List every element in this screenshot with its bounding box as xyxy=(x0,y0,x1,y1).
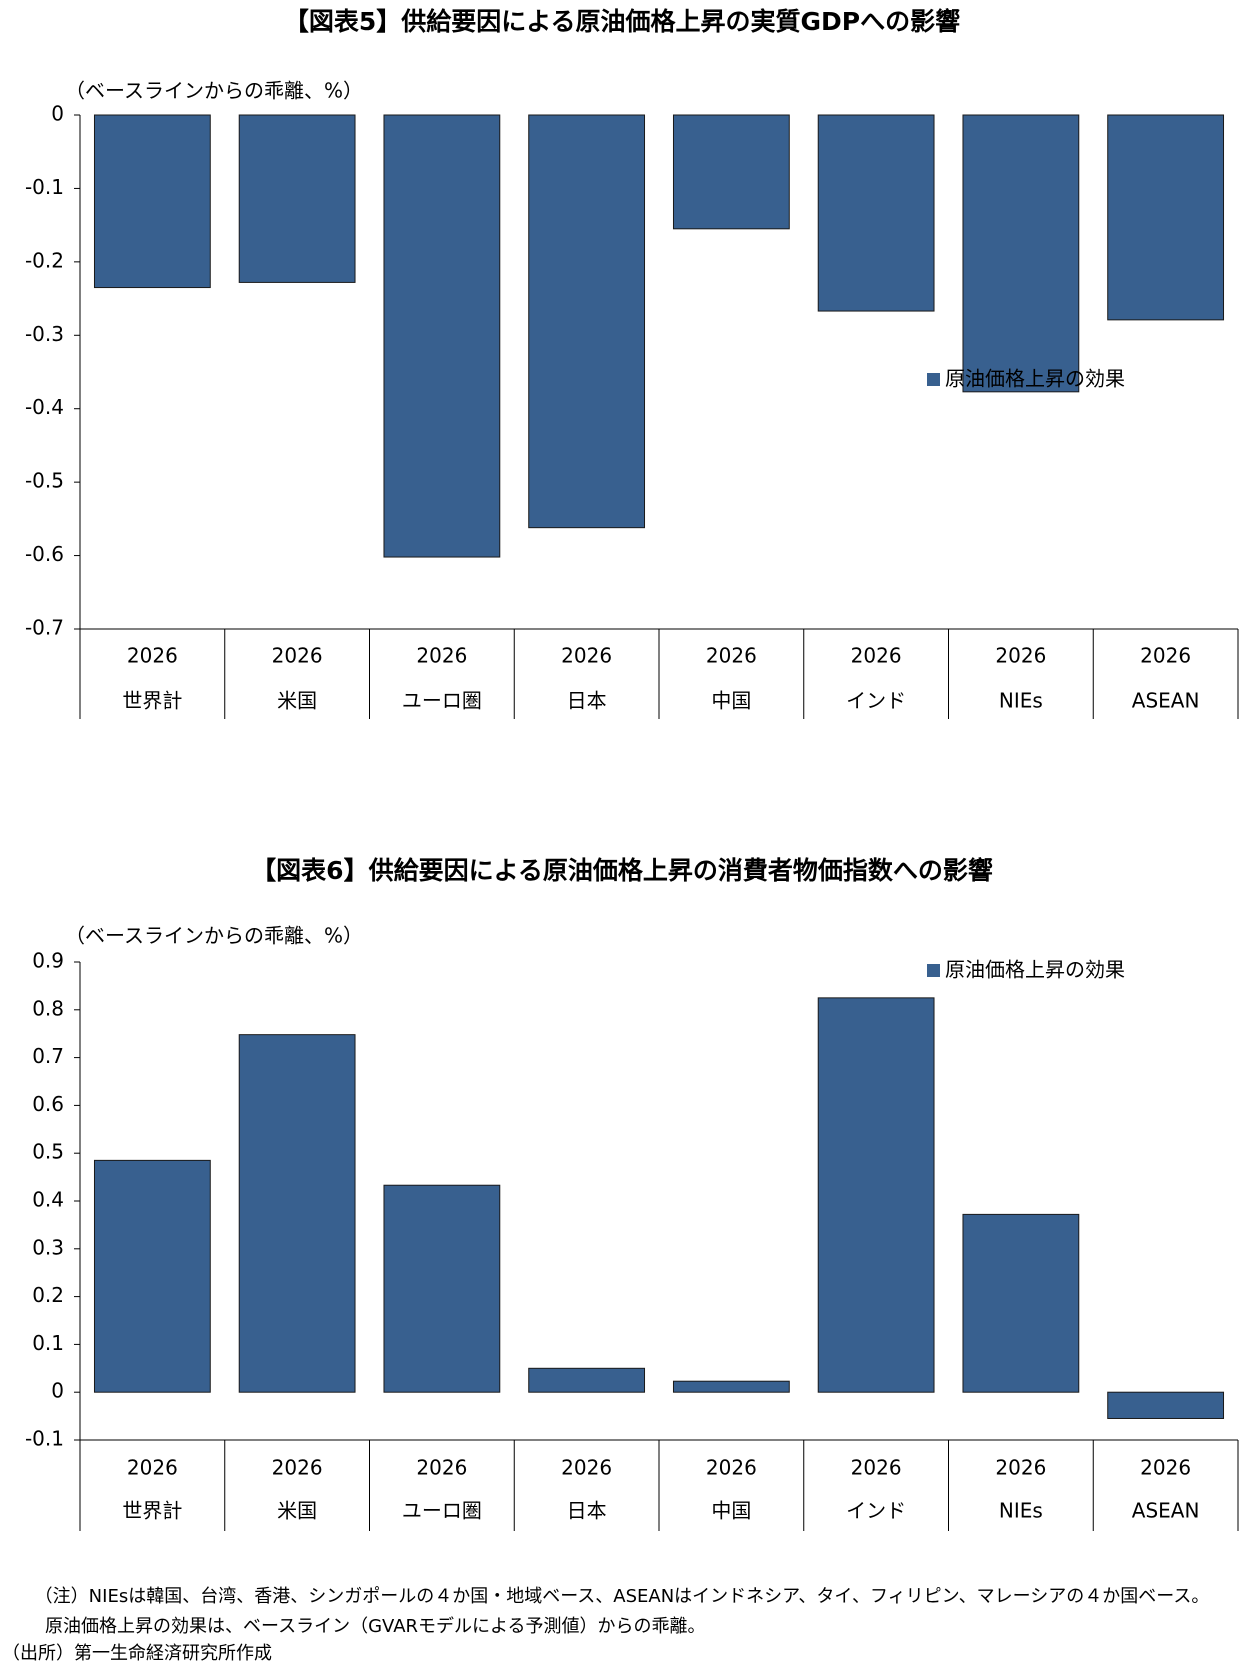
x-tick-year: 2026 xyxy=(272,644,323,668)
x-tick-year: 2026 xyxy=(561,644,612,668)
bar xyxy=(383,1184,501,1393)
x-tick-year: 2026 xyxy=(127,644,178,668)
legend-swatch xyxy=(927,373,940,386)
legend-label: 原油価格上昇の効果 xyxy=(945,958,1125,982)
x-tick-year: 2026 xyxy=(995,1456,1046,1480)
x-tick-label: 中国 xyxy=(711,689,751,713)
x-tick-label: インド xyxy=(846,1499,906,1523)
x-tick-year: 2026 xyxy=(1140,644,1191,668)
bar xyxy=(528,114,646,529)
y-tick-label: 0.5 xyxy=(32,1140,64,1164)
bar xyxy=(93,1159,211,1393)
x-tick-label: 米国 xyxy=(277,689,317,713)
note: （注）NIEsは韓国、台湾、香港、シンガポールの４か国・地域ベース、ASEANは… xyxy=(35,1586,1210,1607)
x-tick-year: 2026 xyxy=(706,644,757,668)
y-tick-label: 0 xyxy=(51,102,64,126)
y-tick-label: -0.1 xyxy=(25,1427,64,1451)
y-tick-label: 0.2 xyxy=(32,1283,64,1307)
y-tick-label: -0.4 xyxy=(25,395,64,419)
y-tick-label: 0 xyxy=(51,1379,64,1403)
y-tick-label: 0.4 xyxy=(32,1188,64,1212)
bar xyxy=(383,114,501,558)
legend-label: 原油価格上昇の効果 xyxy=(945,367,1125,391)
legend-swatch xyxy=(927,964,940,977)
x-tick-label: 日本 xyxy=(567,689,607,713)
x-tick-label: ASEAN xyxy=(1132,1499,1200,1523)
x-tick-year: 2026 xyxy=(851,644,902,668)
chart-title: 【図表5】供給要因による原油価格上昇の実質GDPへの影響 xyxy=(284,7,960,36)
note: （出所）第一生命経済研究所作成 xyxy=(2,1643,272,1664)
y-tick-label: 0.3 xyxy=(32,1235,64,1259)
x-tick-year: 2026 xyxy=(416,644,467,668)
y-tick-label: -0.1 xyxy=(25,175,64,199)
x-tick-label: NIEs xyxy=(999,689,1043,713)
x-tick-label: ユーロ圏 xyxy=(402,689,482,713)
bar xyxy=(528,1367,646,1393)
y-tick-label: 0.1 xyxy=(32,1331,64,1355)
x-tick-label: インド xyxy=(846,689,906,713)
y-tick-label: -0.3 xyxy=(25,322,64,346)
chart-title: 【図表6】供給要因による原油価格上昇の消費者物価指数への影響 xyxy=(251,856,993,885)
y-tick-label: 0.7 xyxy=(32,1044,64,1068)
y-tick-label: 0.6 xyxy=(32,1092,64,1116)
bar xyxy=(1107,114,1225,321)
x-tick-label: NIEs xyxy=(999,1499,1043,1523)
x-tick-year: 2026 xyxy=(416,1456,467,1480)
x-tick-year: 2026 xyxy=(1140,1456,1191,1480)
y-tick-label: 0.9 xyxy=(32,949,64,973)
bar xyxy=(1107,1391,1225,1419)
y-tick-label: -0.6 xyxy=(25,542,64,566)
x-tick-year: 2026 xyxy=(272,1456,323,1480)
x-tick-label: ASEAN xyxy=(1132,689,1200,713)
x-tick-year: 2026 xyxy=(706,1456,757,1480)
bar xyxy=(962,1213,1080,1393)
y-axis-label: （ベースラインからの乖離、%） xyxy=(65,924,363,948)
x-tick-label: 世界計 xyxy=(122,689,182,713)
bar xyxy=(238,114,356,283)
y-axis-label: （ベースラインからの乖離、%） xyxy=(65,79,363,103)
x-tick-year: 2026 xyxy=(561,1456,612,1480)
y-tick-label: -0.7 xyxy=(25,616,64,640)
bar xyxy=(672,114,790,230)
x-tick-label: 世界計 xyxy=(122,1499,182,1523)
bar xyxy=(238,1034,356,1393)
x-tick-label: ユーロ圏 xyxy=(402,1499,482,1523)
x-tick-label: 中国 xyxy=(711,1499,751,1523)
note: 原油価格上昇の効果は、ベースライン（GVARモデルによる予測値）からの乖離。 xyxy=(45,1616,706,1637)
bar xyxy=(817,114,935,312)
bar xyxy=(93,114,211,289)
bar xyxy=(962,114,1080,393)
bar xyxy=(672,1380,790,1393)
x-tick-label: 日本 xyxy=(567,1499,607,1523)
bar xyxy=(817,997,935,1393)
y-tick-label: -0.5 xyxy=(25,469,64,493)
x-tick-year: 2026 xyxy=(127,1456,178,1480)
y-tick-label: -0.2 xyxy=(25,248,64,272)
x-tick-year: 2026 xyxy=(995,644,1046,668)
x-tick-year: 2026 xyxy=(851,1456,902,1480)
y-tick-label: 0.8 xyxy=(32,996,64,1020)
x-tick-label: 米国 xyxy=(277,1499,317,1523)
